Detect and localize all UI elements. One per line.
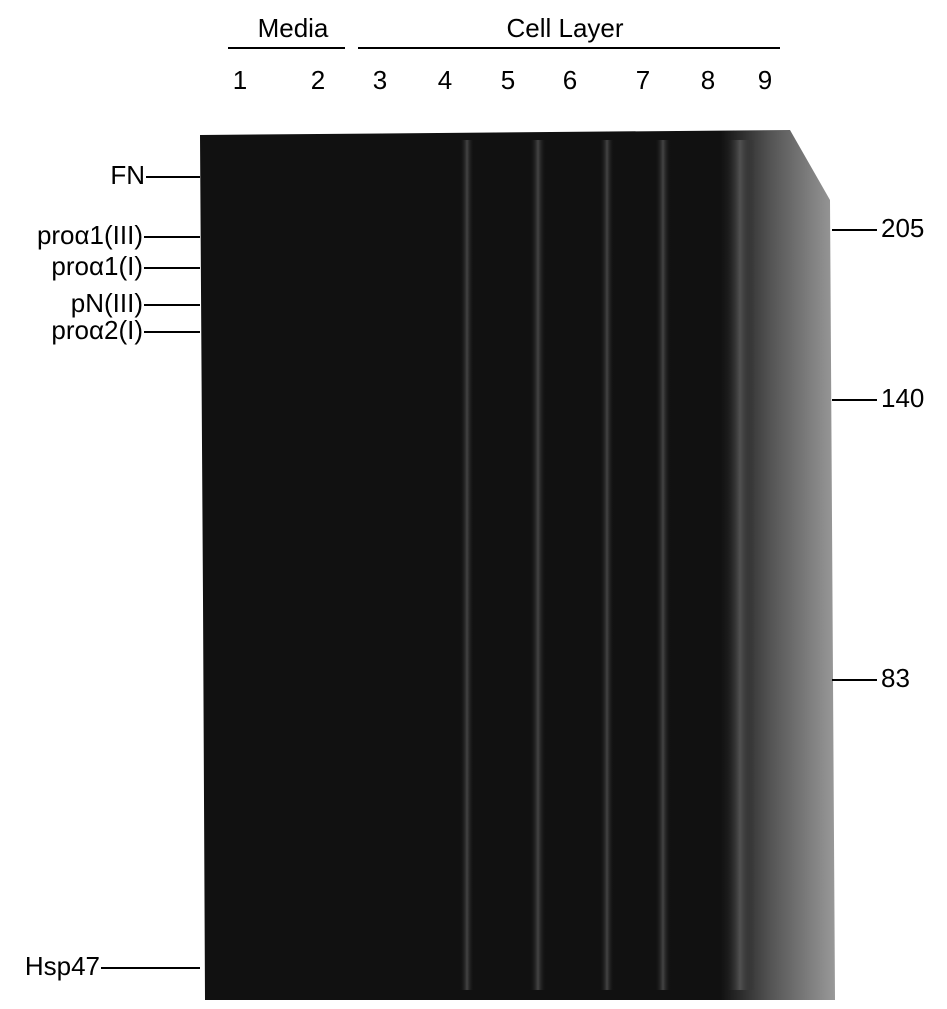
streak	[725, 140, 755, 990]
band-label: proα1(I)	[51, 251, 143, 281]
group-label: Cell Layer	[506, 13, 623, 43]
marker-label: 83	[881, 663, 910, 693]
lane-number: 3	[373, 65, 387, 95]
lane-number: 5	[501, 65, 515, 95]
lane-number: 4	[438, 65, 452, 95]
streak	[655, 140, 671, 990]
lane-number: 1	[233, 65, 247, 95]
lane-number: 7	[636, 65, 650, 95]
lane-number: 8	[701, 65, 715, 95]
streak	[600, 140, 614, 990]
lane-number: 9	[758, 65, 772, 95]
band-label: proα1(III)	[37, 220, 143, 250]
band-label: pN(III)	[71, 288, 143, 318]
marker-label: 140	[881, 383, 924, 413]
group-label: Media	[258, 13, 329, 43]
lane-streaks	[460, 140, 755, 990]
band-label: Hsp47	[25, 951, 100, 981]
gel	[200, 130, 835, 1000]
streak	[460, 140, 474, 990]
lane-number: 6	[563, 65, 577, 95]
streak	[530, 140, 546, 990]
band-label: proα2(I)	[51, 315, 143, 345]
band-label: FN	[110, 160, 145, 190]
lane-number: 2	[311, 65, 325, 95]
marker-label: 205	[881, 213, 924, 243]
